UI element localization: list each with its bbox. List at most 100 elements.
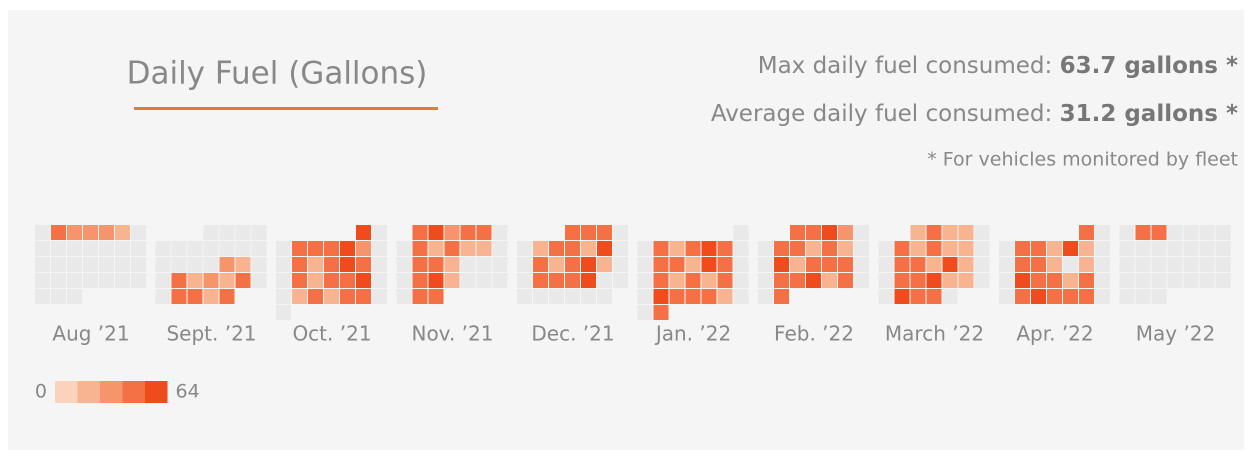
- day-cell: [1151, 257, 1167, 272]
- day-cell: [1183, 241, 1199, 256]
- day-cell: [974, 257, 990, 272]
- day-cell: [219, 273, 235, 288]
- month-label: May ’22: [1136, 322, 1216, 346]
- day-cell: [894, 273, 910, 288]
- day-cell: [276, 257, 291, 272]
- day-cell: [854, 225, 869, 240]
- day-cell: [999, 257, 1014, 272]
- day-cell: [1119, 241, 1135, 256]
- day-cell: [838, 257, 853, 272]
- day-cell: [115, 225, 130, 240]
- day-cell: [717, 241, 733, 256]
- day-cell: [669, 241, 685, 256]
- day-cell: [597, 257, 612, 272]
- day-cell: [613, 225, 628, 240]
- day-cell: [83, 257, 98, 272]
- day-cell: [340, 257, 355, 272]
- day-cell: [838, 225, 853, 240]
- day-cell: [460, 241, 476, 256]
- day-cell: [356, 257, 371, 272]
- day-cell: [1199, 225, 1215, 240]
- day-cell: [131, 257, 146, 272]
- day-cell: [942, 257, 958, 272]
- day-cell: [1135, 241, 1151, 256]
- month-label: Feb. ’22: [774, 322, 854, 346]
- day-cell: [428, 225, 444, 240]
- day-cell: [653, 273, 669, 288]
- day-cell: [581, 289, 596, 304]
- day-cell: [806, 241, 821, 256]
- day-cell: [356, 273, 371, 288]
- day-cell: [733, 241, 749, 256]
- day-cell: [324, 273, 339, 288]
- day-cell: [1199, 257, 1215, 272]
- day-cell: [292, 273, 307, 288]
- day-cell: [67, 289, 82, 304]
- day-cell: [517, 289, 532, 304]
- day-cell: [396, 289, 412, 304]
- day-cell: [1215, 225, 1231, 240]
- day-cell: [1079, 225, 1094, 240]
- day-cell: [155, 289, 171, 304]
- day-cell: [758, 241, 773, 256]
- day-cell: [701, 257, 717, 272]
- day-cell: [308, 289, 323, 304]
- day-cell: [35, 241, 50, 256]
- stat-space: [1052, 101, 1059, 127]
- day-cell: [1015, 257, 1030, 272]
- day-cell: [942, 241, 958, 256]
- day-cell: [878, 289, 894, 304]
- day-cell: [372, 257, 387, 272]
- day-cell: [1047, 289, 1062, 304]
- day-cell: [356, 225, 371, 240]
- day-cell: [854, 257, 869, 272]
- day-cell: [613, 273, 628, 288]
- day-cell: [276, 273, 291, 288]
- day-cell: [733, 225, 749, 240]
- day-cell: [203, 273, 219, 288]
- day-cell: [533, 289, 548, 304]
- day-cell: [549, 273, 564, 288]
- day-cell: [396, 241, 412, 256]
- day-cell: [235, 225, 251, 240]
- day-cell: [187, 257, 203, 272]
- day-cell: [324, 289, 339, 304]
- day-cell: [460, 225, 476, 240]
- month-label: March ’22: [885, 322, 984, 346]
- day-cell: [155, 273, 171, 288]
- day-cell: [1199, 241, 1215, 256]
- day-cell: [1095, 273, 1110, 288]
- day-cell: [581, 225, 596, 240]
- day-cell: [1167, 257, 1183, 272]
- day-cell: [613, 257, 628, 272]
- day-cell: [396, 273, 412, 288]
- month-label: Jan. ’22: [654, 322, 731, 346]
- day-cell: [1063, 257, 1078, 272]
- day-cell: [251, 225, 267, 240]
- day-cell: [878, 241, 894, 256]
- day-cell: [51, 289, 66, 304]
- day-cell: [187, 273, 203, 288]
- stat-line: Max daily fuel consumed: 63.7 gallons *: [758, 53, 1238, 79]
- day-cell: [926, 257, 942, 272]
- day-cell: [1167, 273, 1183, 288]
- day-cell: [492, 241, 508, 256]
- day-cell: [171, 273, 187, 288]
- day-cell: [758, 289, 773, 304]
- day-cell: [1079, 289, 1094, 304]
- day-cell: [67, 225, 82, 240]
- day-cell: [1215, 273, 1231, 288]
- day-cell: [1151, 225, 1167, 240]
- stat-label: Max daily fuel consumed:: [758, 53, 1053, 79]
- day-cell: [412, 225, 428, 240]
- day-cell: [372, 225, 387, 240]
- day-cell: [701, 241, 717, 256]
- day-cell: [1095, 289, 1110, 304]
- day-cell: [476, 257, 492, 272]
- day-cell: [958, 225, 974, 240]
- day-cell: [460, 273, 476, 288]
- day-cell: [637, 257, 653, 272]
- day-cell: [942, 225, 958, 240]
- day-cell: [822, 257, 837, 272]
- day-cell: [1095, 241, 1110, 256]
